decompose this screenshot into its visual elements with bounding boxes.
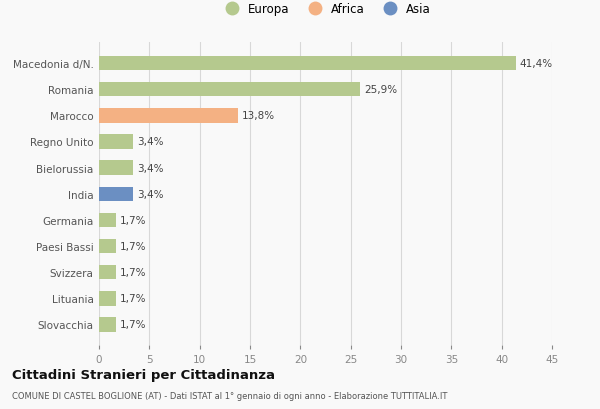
Text: 1,7%: 1,7% (120, 320, 146, 330)
Text: COMUNE DI CASTEL BOGLIONE (AT) - Dati ISTAT al 1° gennaio di ogni anno - Elabora: COMUNE DI CASTEL BOGLIONE (AT) - Dati IS… (12, 391, 448, 400)
Bar (99, 239, 116, 254)
Text: 41,4%: 41,4% (520, 59, 553, 69)
Bar (99, 83, 360, 97)
Text: 13,8%: 13,8% (242, 111, 275, 121)
Bar (99, 109, 238, 123)
Text: 25,9%: 25,9% (364, 85, 397, 95)
Text: 1,7%: 1,7% (120, 241, 146, 252)
Text: 1,7%: 1,7% (120, 267, 146, 277)
Text: 1,7%: 1,7% (120, 216, 146, 225)
Bar (99, 213, 116, 227)
Text: 3,4%: 3,4% (137, 189, 164, 199)
Bar (99, 161, 133, 175)
Text: 1,7%: 1,7% (120, 294, 146, 303)
Bar (99, 292, 116, 306)
Bar (99, 187, 133, 202)
Bar (99, 57, 516, 71)
Text: 3,4%: 3,4% (137, 137, 164, 147)
Legend: Europa, Africa, Asia: Europa, Africa, Asia (221, 3, 430, 16)
Bar (99, 265, 116, 280)
Bar (99, 135, 133, 149)
Bar (99, 317, 116, 332)
Text: Cittadini Stranieri per Cittadinanza: Cittadini Stranieri per Cittadinanza (12, 369, 275, 381)
Text: 3,4%: 3,4% (137, 163, 164, 173)
